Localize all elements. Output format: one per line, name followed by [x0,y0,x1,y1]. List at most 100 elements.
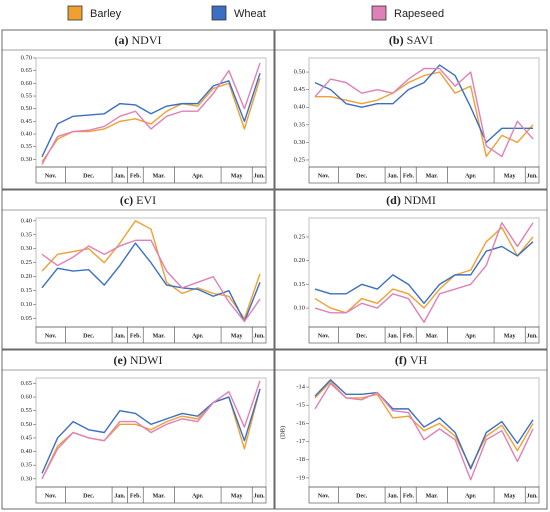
y-tick-label: -17 [296,438,305,445]
panel-frame [274,349,548,510]
x-tick-label: Mar. [153,173,166,179]
panel-title: (e) NDWI [114,353,163,367]
panel-letter: (a) [115,33,129,47]
panel-frame [1,189,275,350]
x-tick-label: Jan. [114,173,125,179]
x-tick-label: Dec. [83,173,95,179]
x-tick-label: Mar. [426,493,439,499]
x-tick-label: Mar. [426,333,439,339]
x-tick-label: Dec. [356,173,368,179]
x-tick-label: Jan. [387,333,398,339]
y-tick-label: -14 [296,384,305,391]
panel-frame [1,349,275,510]
y-tick-label: 0.40 [21,217,32,224]
y-tick-label: 0.35 [294,121,305,128]
series-line [314,64,533,144]
x-tick-label: Jun. [527,173,539,179]
x-tick-label: Jan. [114,333,125,339]
x-tick-label: Apr. [465,333,477,339]
y-tick-label: 0.40 [294,104,305,111]
y-tick-label: 0.35 [21,143,32,150]
series-line [41,239,261,323]
panel-letter: (d) [386,193,401,207]
x-tick-label: Jun. [254,173,266,179]
x-tick-label: Feb. [130,333,142,339]
x-tick-label: May [231,333,243,339]
y-tick-label: 0.25 [294,233,305,240]
y-tick-label: 0.55 [21,93,32,100]
series-line [41,220,261,320]
x-tick-label: Apr. [465,173,477,179]
y-tick-label: 0.65 [21,67,32,74]
panel-frame [274,189,548,350]
y-tick-label: 0.40 [21,448,32,455]
y-tick-label: 0.30 [294,139,305,146]
x-tick-label: Mar. [426,173,439,179]
legend-swatch [67,5,83,21]
x-tick-label: Jun. [254,333,266,339]
x-tick-label: Feb. [130,173,142,179]
panel-title: (c) EVI [120,193,156,207]
panel-title: (a) NDVI [115,33,162,47]
month-row [308,486,540,504]
x-tick-label: Jan. [387,173,398,179]
x-tick-label: Feb. [130,493,142,499]
y-tick-label: 0.30 [21,475,32,482]
panel-letter: (c) [120,193,133,207]
y-tick-label: -19 [296,474,305,481]
series-line [314,67,534,158]
y-tick-label: 0.25 [21,259,32,266]
month-row [35,486,267,504]
x-tick-label: Jun. [527,333,539,339]
series-line [41,388,261,474]
y-tick-label: 0.70 [21,54,32,61]
y-tick-label: 0.20 [294,257,305,264]
y-tick-label: 0.40 [21,131,32,138]
x-tick-label: May [231,173,243,179]
series-line [314,222,534,323]
legend-label: Wheat [234,8,266,20]
x-tick-label: May [231,493,243,499]
y-tick-label: -16 [296,420,305,427]
y-axis-label: (DB) [279,426,286,439]
y-tick-label: 0.15 [294,281,305,288]
x-tick-label: Dec. [356,333,368,339]
series-line [41,72,261,158]
y-tick-label: 0.10 [294,305,305,312]
month-row [35,326,267,344]
y-tick-label: 0.35 [21,462,32,469]
x-tick-label: Feb. [403,333,415,339]
series-line [315,71,534,158]
panel-title: (b) SAVI [389,33,433,47]
y-tick-label: 0.30 [21,245,32,252]
x-tick-label: Mar. [153,333,166,339]
y-tick-label: 0.30 [21,156,32,163]
series-line [314,241,534,305]
y-tick-label: 0.55 [21,407,32,414]
x-tick-label: Feb. [403,493,415,499]
panel-letter: (f) [395,353,407,367]
y-tick-label: 0.45 [294,86,305,93]
series-line [314,379,534,470]
y-tick-label: 0.50 [294,69,305,76]
series-line [41,62,261,165]
y-tick-label: 0.10 [21,301,32,308]
legend-swatch [371,5,387,21]
y-tick-label: 0.45 [21,434,32,441]
panel-name: NDVI [132,33,162,47]
x-tick-label: Nov. [45,173,57,179]
series-line [314,226,534,314]
x-tick-label: Dec. [356,493,368,499]
x-tick-label: Jun. [254,493,266,499]
series-line [41,380,261,480]
y-tick-label: 0.60 [21,394,32,401]
legend-swatch [211,5,227,21]
y-tick-label: 0.50 [21,105,32,112]
y-tick-label: -18 [296,456,305,463]
x-tick-label: Apr. [192,333,204,339]
month-row [35,166,267,184]
panel-name: VH [410,353,428,367]
panel-name: EVI [136,193,156,207]
x-tick-label: Apr. [192,173,204,179]
